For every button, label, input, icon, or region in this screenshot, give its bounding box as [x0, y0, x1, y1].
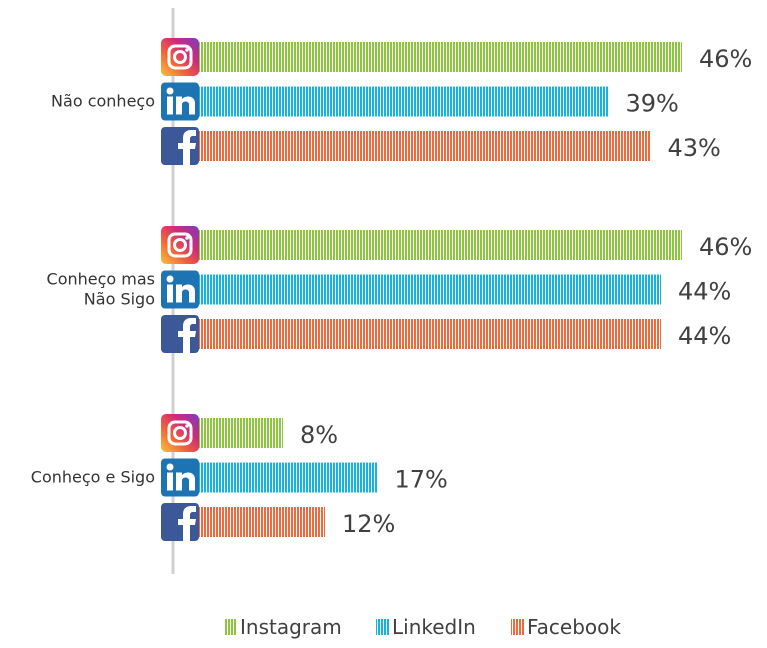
data-label: 8%	[300, 421, 338, 449]
bar-group: 8% 17%12% Conheço e Sigo	[31, 414, 448, 541]
data-label: 12%	[342, 510, 395, 538]
legend-item-linkedin: LinkedIn	[376, 615, 476, 639]
bar-linkedin	[199, 274, 661, 305]
linkedin-icon	[161, 270, 199, 309]
category-label: Não conheço	[51, 92, 155, 111]
bar-instagram	[199, 42, 682, 72]
bar-facebook	[199, 131, 651, 161]
bar-group: 46% 44% 44% Conheço mas Não Sigo	[47, 226, 752, 353]
facebook-icon	[161, 315, 199, 353]
data-label: 43%	[668, 134, 721, 162]
legend-swatch	[224, 619, 237, 635]
instagram-icon	[161, 38, 199, 76]
data-label: 46%	[699, 45, 752, 73]
data-label: 44%	[678, 322, 731, 350]
category-label: Conheço e Sigo	[31, 468, 155, 487]
legend-label: Facebook	[527, 615, 621, 639]
bar-group: 46% 39% 43% Não conheço	[51, 38, 752, 165]
bar-facebook	[199, 319, 661, 349]
legend-item-instagram: Instagram	[224, 615, 342, 639]
facebook-icon	[161, 503, 199, 541]
legend: Instagram LinkedIn Facebook	[224, 615, 621, 639]
data-label: 17%	[395, 466, 448, 494]
facebook-icon	[161, 127, 199, 165]
legend-item-facebook: Facebook	[511, 615, 621, 639]
data-label: 46%	[699, 233, 752, 261]
bar-linkedin	[199, 462, 378, 493]
bar-facebook	[199, 507, 325, 537]
linkedin-icon	[161, 458, 199, 497]
legend-label: LinkedIn	[392, 615, 476, 639]
bar-instagram	[199, 230, 682, 260]
legend-swatch	[511, 619, 524, 635]
bar-instagram	[199, 418, 283, 448]
linkedin-icon	[161, 82, 199, 121]
legend-swatch	[376, 619, 389, 635]
bar-linkedin	[199, 86, 609, 117]
instagram-icon	[161, 226, 199, 264]
data-label: 39%	[626, 90, 679, 118]
category-label: Conheço mas Não Sigo	[47, 270, 155, 309]
data-label: 44%	[678, 278, 731, 306]
legend-label: Instagram	[240, 615, 342, 639]
instagram-icon	[161, 414, 199, 452]
